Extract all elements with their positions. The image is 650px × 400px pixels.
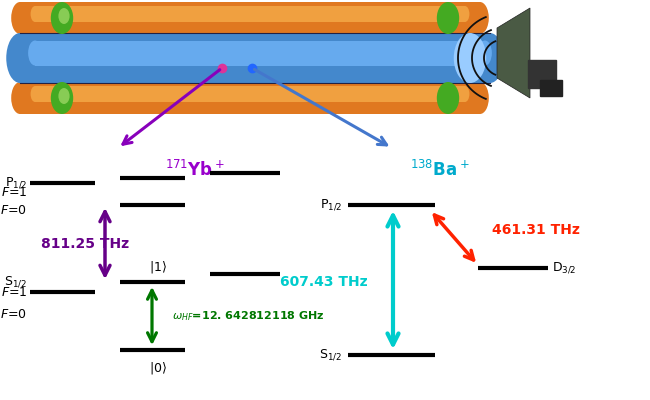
Ellipse shape (51, 82, 73, 114)
Bar (540, 80, 562, 96)
Ellipse shape (28, 40, 42, 66)
Ellipse shape (471, 82, 489, 114)
Text: P$_{1/2}$: P$_{1/2}$ (320, 198, 342, 212)
Ellipse shape (437, 82, 459, 114)
Text: $|0\rangle$: $|0\rangle$ (149, 360, 167, 376)
Ellipse shape (476, 33, 504, 83)
Text: S$_{1/2}$: S$_{1/2}$ (4, 275, 27, 289)
Text: S$_{1/2}$: S$_{1/2}$ (319, 348, 342, 362)
Ellipse shape (471, 2, 489, 34)
Ellipse shape (31, 6, 40, 22)
Ellipse shape (58, 8, 70, 24)
Polygon shape (497, 8, 530, 98)
Bar (35, 86, 465, 102)
Bar (35, 40, 485, 66)
Text: D$_{3/2}$: D$_{3/2}$ (552, 261, 577, 275)
Bar (35, 6, 465, 22)
Ellipse shape (11, 82, 29, 114)
Text: 811.25 THz: 811.25 THz (41, 237, 129, 251)
Ellipse shape (437, 2, 459, 34)
Ellipse shape (454, 33, 486, 83)
Text: $^{171}$Yb$^+$: $^{171}$Yb$^+$ (165, 160, 225, 180)
Bar (528, 60, 556, 88)
Text: $\omega_{HF}$=12. 642812118 GHz: $\omega_{HF}$=12. 642812118 GHz (172, 309, 324, 323)
Bar (20, 82, 480, 114)
Ellipse shape (461, 86, 469, 102)
Ellipse shape (51, 2, 73, 34)
Text: $F$=1: $F$=1 (1, 286, 27, 298)
Text: P$_{1/2}$: P$_{1/2}$ (5, 176, 27, 190)
Text: 461.31 THz: 461.31 THz (492, 223, 580, 237)
Text: 607.43 THz: 607.43 THz (280, 275, 368, 289)
Ellipse shape (6, 33, 34, 83)
Text: $^{138}$Ba$^+$: $^{138}$Ba$^+$ (410, 160, 470, 180)
Ellipse shape (11, 2, 29, 34)
Text: $F$=0: $F$=0 (0, 204, 27, 216)
Text: $F$=0: $F$=0 (0, 308, 27, 322)
Text: $F$=1: $F$=1 (1, 186, 27, 198)
Ellipse shape (478, 40, 492, 66)
Bar (20, 2, 480, 34)
Text: $|1\rangle$: $|1\rangle$ (149, 259, 167, 275)
Ellipse shape (31, 86, 40, 102)
Ellipse shape (461, 6, 469, 22)
Bar (20, 33, 490, 83)
Ellipse shape (58, 88, 70, 104)
